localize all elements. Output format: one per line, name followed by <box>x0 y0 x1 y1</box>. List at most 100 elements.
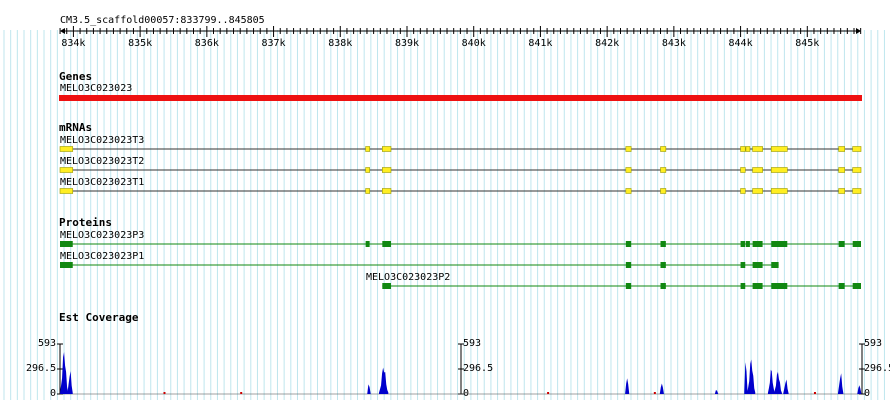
est-scale-max-center: 593 <box>463 338 482 349</box>
mrna-exon <box>625 167 632 173</box>
mrna-exon <box>660 188 667 194</box>
ruler-tick-label: 841k <box>528 38 552 49</box>
protein-exon <box>838 241 845 247</box>
mrna-exon <box>660 167 667 173</box>
est-scale-min-left: 0 <box>50 388 57 399</box>
protein-exon <box>625 283 632 289</box>
mrna-exon <box>740 188 746 194</box>
ruler-right-arrow <box>856 28 861 34</box>
coverage-peak <box>714 389 719 394</box>
protein-exon <box>382 283 391 289</box>
gene-bar <box>59 95 862 101</box>
coverage-red-mark <box>240 392 243 394</box>
coverage-peak <box>857 385 862 394</box>
ruler-tick-label: 837k <box>262 38 286 49</box>
gene-track[interactable] <box>0 0 890 110</box>
mrna-track[interactable] <box>0 0 890 200</box>
protein-exon <box>625 262 632 268</box>
mrna-exon <box>838 188 845 194</box>
mrna-exon <box>365 167 370 173</box>
mrna-exon <box>660 146 667 152</box>
protein-exon <box>740 262 746 268</box>
protein-exon <box>625 241 632 247</box>
mrna-exon <box>59 167 74 173</box>
protein-exon <box>752 241 763 247</box>
ruler-tick-label: 838k <box>328 38 352 49</box>
mrna-exon <box>59 188 74 194</box>
ruler-tick-label: 843k <box>662 38 686 49</box>
mrna-exon <box>770 188 788 194</box>
mrna-label-t3[interactable]: MELO3C023023T3 <box>60 135 145 146</box>
coordinate-ruler[interactable]: 834k 835k 836k 837k 838k 839k 840k 841k 842k 843k… <box>0 0 890 60</box>
mrna-exon <box>752 167 763 173</box>
coverage-peak <box>783 379 789 394</box>
coverage-red-mark <box>813 392 816 394</box>
coverage-peak <box>659 383 664 394</box>
coverage-red-mark <box>547 392 550 394</box>
ruler-tick-label: 836k <box>195 38 219 49</box>
coverage-peak <box>837 373 844 394</box>
proteins-section-title: Proteins <box>59 216 112 229</box>
est-scale-max-right: 593 <box>864 338 883 349</box>
mrna-exon <box>838 167 845 173</box>
coverage-peak <box>367 384 371 394</box>
coverage-peak <box>747 359 756 394</box>
mrna-exon <box>852 188 862 194</box>
protein-track[interactable] <box>0 0 890 300</box>
est-scale-mid-center: 296.5 <box>463 363 494 374</box>
mrna-exon <box>365 188 370 194</box>
est-scale-min-right: 0 <box>864 388 871 399</box>
protein-exon <box>771 283 788 289</box>
gene-label[interactable]: MELO3C023023 <box>60 83 133 94</box>
region-title: CM3.5_scaffold00057:833799..845805 <box>60 15 265 26</box>
protein-label-p3[interactable]: MELO3C023023P3 <box>60 230 145 241</box>
protein-exon <box>660 241 666 247</box>
ruler-tick-label: 845k <box>795 38 819 49</box>
est-scale-mid-right: 296.5 <box>864 363 890 374</box>
mrna-exon <box>770 146 788 152</box>
protein-exon <box>382 241 391 247</box>
protein-exon <box>752 283 763 289</box>
ruler-tick-label: 834k <box>61 38 85 49</box>
mrna-exon <box>770 167 788 173</box>
mrna-exon <box>752 146 763 152</box>
coverage-red-mark <box>653 392 656 394</box>
ruler-tick-label: 839k <box>395 38 419 49</box>
coverage-peak <box>767 369 775 394</box>
protein-exon <box>60 262 73 268</box>
coverage-peak <box>67 371 73 394</box>
coverage-peak <box>744 362 748 394</box>
coverage-red-mark <box>163 392 166 394</box>
protein-exon <box>745 241 750 247</box>
coverage-peak <box>378 367 389 394</box>
protein-exon <box>740 241 746 247</box>
mrna-exon <box>382 188 392 194</box>
mrna-label-t1[interactable]: MELO3C023023T1 <box>60 177 145 188</box>
mrna-exon <box>838 146 845 152</box>
est-scale-max-left: 593 <box>38 338 57 349</box>
mrna-label-t2[interactable]: MELO3C023023T2 <box>60 156 145 167</box>
protein-label-p2[interactable]: MELO3C023023P2 <box>366 272 451 283</box>
est-scale-min-center: 0 <box>463 388 470 399</box>
protein-exon <box>771 241 788 247</box>
est-coverage-section-title: Est Coverage <box>59 311 139 324</box>
mrna-exon <box>625 188 632 194</box>
protein-exon <box>660 262 666 268</box>
mrna-exon <box>852 167 862 173</box>
mrna-exon <box>382 167 392 173</box>
ruler-tick-label: 835k <box>128 38 152 49</box>
coverage-peak <box>60 352 69 394</box>
protein-exon <box>365 241 370 247</box>
protein-exon <box>660 283 666 289</box>
protein-exon <box>752 262 763 268</box>
ruler-tick-label: 844k <box>729 38 753 49</box>
coverage-peak <box>773 371 782 394</box>
mrna-exon <box>752 188 763 194</box>
ruler-tick-label: 840k <box>462 38 486 49</box>
mrna-exon <box>745 146 751 152</box>
protein-exon <box>852 283 861 289</box>
protein-label-p1[interactable]: MELO3C023023P1 <box>60 251 145 262</box>
